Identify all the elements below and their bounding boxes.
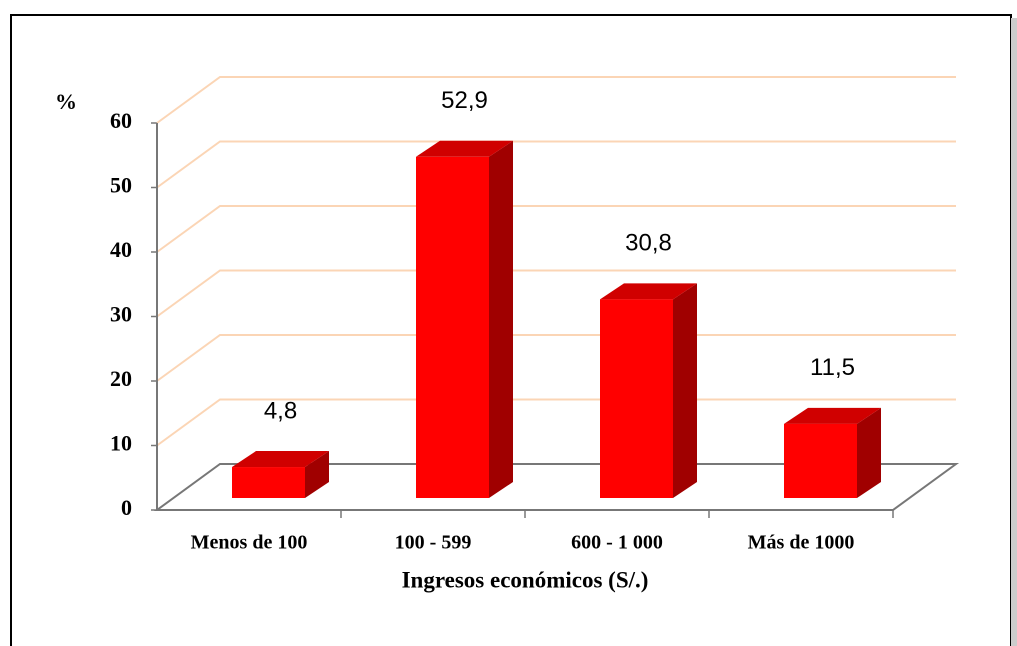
- x-tick-label: Más de 1000: [748, 532, 855, 554]
- y-tick-label: 10: [110, 431, 132, 456]
- frame-shadow: [1011, 18, 1017, 646]
- value-label: 30,8: [625, 230, 672, 257]
- x-axis-label: Ingresos económicos (S/.): [402, 567, 649, 592]
- y-axis-label: %: [55, 89, 77, 114]
- grid-line: [156, 398, 956, 447]
- y-tick-label: 30: [110, 302, 132, 327]
- grid-line: [156, 205, 956, 253]
- bar-top: [784, 407, 881, 424]
- y-tick-label: 50: [110, 173, 132, 198]
- bar-top: [600, 283, 697, 300]
- bar-side: [489, 140, 513, 499]
- floor: [153, 463, 960, 511]
- grid-line: [156, 269, 956, 318]
- x-tick-label: 600 - 1 000: [571, 532, 663, 554]
- value-label: 11,5: [810, 354, 855, 381]
- bar: [232, 467, 305, 498]
- y-tick-label: 0: [121, 495, 132, 520]
- bar: [784, 423, 857, 498]
- value-label: 52,9: [441, 87, 488, 114]
- grid-line: [156, 76, 956, 124]
- y-tick-label: 40: [110, 237, 132, 262]
- bar: [416, 156, 489, 499]
- y-tick-label: 20: [110, 366, 132, 391]
- value-label: 4,8: [264, 397, 297, 424]
- bar-side: [305, 451, 329, 498]
- bar-top: [232, 451, 329, 468]
- grid-line: [156, 140, 956, 189]
- grid-line: [156, 334, 956, 382]
- x-tick-label: 100 - 599: [395, 532, 472, 554]
- bar-top: [416, 140, 513, 157]
- bar: [600, 299, 673, 498]
- bar-side: [857, 407, 881, 498]
- x-tick-label: Menos de 100: [191, 532, 308, 554]
- y-tick-label: 60: [110, 108, 132, 133]
- bar-side: [673, 283, 697, 498]
